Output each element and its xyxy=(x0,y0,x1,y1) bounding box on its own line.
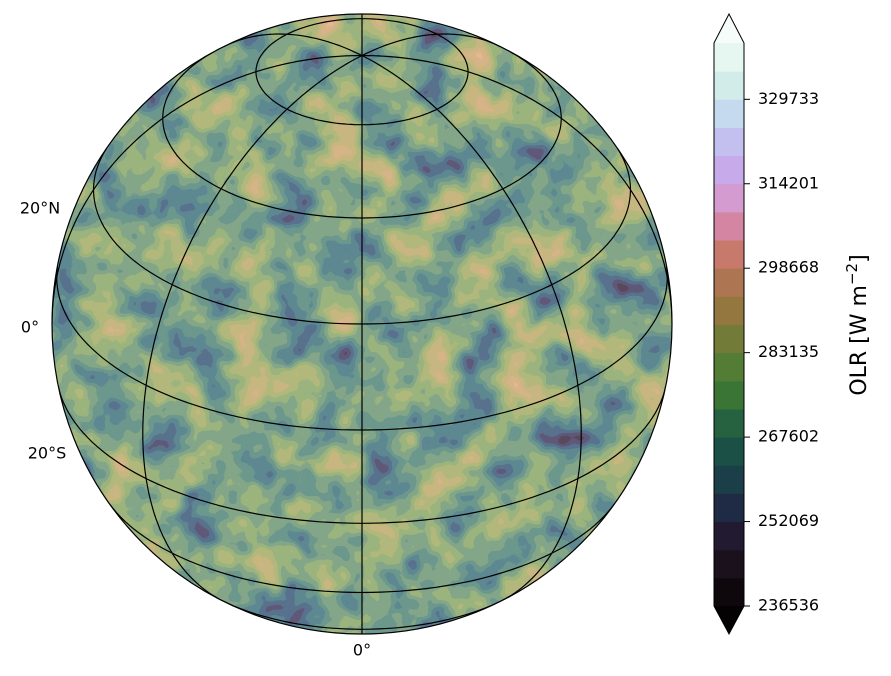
globe-outline xyxy=(51,13,673,635)
colorbar-tick-label: 252069 xyxy=(758,511,819,530)
lat-label: 20°S xyxy=(28,444,67,463)
colorbar-band xyxy=(714,549,744,579)
graticule-line xyxy=(223,33,363,57)
colorbar-band xyxy=(714,183,744,213)
colorbar-extend-low xyxy=(714,606,744,634)
lon-label: 0° xyxy=(353,641,371,660)
globe xyxy=(51,13,673,635)
colorbar-label: OLR [W m−2] xyxy=(843,254,873,395)
colorbar-band xyxy=(714,99,744,128)
colorbar-band xyxy=(714,493,744,523)
colorbar-band xyxy=(714,352,744,382)
colorbar-tick-label: 314201 xyxy=(758,173,819,192)
colorbar-band xyxy=(714,155,744,185)
graticule-line xyxy=(52,54,363,324)
colorbar-band xyxy=(714,211,744,241)
colorbar-band xyxy=(714,324,744,354)
graticule-line xyxy=(361,54,672,324)
colorbar-band xyxy=(714,296,744,325)
colorbar-tick-label: 267602 xyxy=(758,427,819,446)
colorbar-tick-label: 329733 xyxy=(758,89,819,108)
map-labels: 20°N 0° 20°S 0° xyxy=(20,199,371,660)
colorbar-band xyxy=(714,465,744,494)
colorbar-band xyxy=(714,240,744,269)
graticule-line xyxy=(142,54,363,601)
colorbar-tick-label: 283135 xyxy=(758,342,819,361)
colorbar-band xyxy=(714,521,744,551)
colorbar-extend-high xyxy=(714,14,744,43)
colorbar-band xyxy=(714,127,744,157)
graticule-line xyxy=(361,33,501,57)
colorbar-band xyxy=(714,71,744,100)
colorbar-band xyxy=(714,408,744,438)
colorbar-band xyxy=(714,43,744,72)
colorbar-band xyxy=(714,268,744,297)
lat-label: 20°N xyxy=(20,199,60,218)
colorbar-label-part: OLR [W m xyxy=(847,285,872,396)
colorbar-tick-label: 298668 xyxy=(758,258,819,277)
graticule-line xyxy=(361,54,582,601)
colorbar-tick-label: 236536 xyxy=(758,596,819,615)
colorbar-band xyxy=(714,577,744,607)
colorbar-band xyxy=(714,437,744,466)
colorbar-label-part: −2 xyxy=(843,263,861,285)
colorbar-label-part: ] xyxy=(847,254,872,263)
colorbar: 236536 252069 267602 283135 298668 314201 3297… xyxy=(713,12,873,636)
graticule xyxy=(52,14,672,634)
colorbar-band xyxy=(714,380,744,410)
lat-label: 0° xyxy=(21,318,39,337)
